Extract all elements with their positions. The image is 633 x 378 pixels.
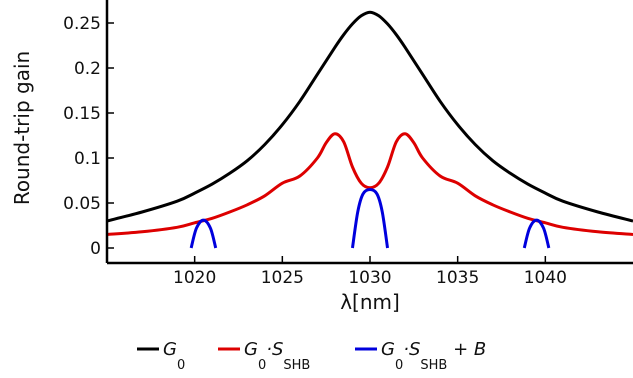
x-tick-label: 1040 xyxy=(524,268,567,288)
y-tick-label: 0.2 xyxy=(74,59,101,79)
series-line-1 xyxy=(107,10,633,223)
legend-label-2: G0·SSHB xyxy=(244,339,310,373)
x-tick-label: 1025 xyxy=(261,268,304,288)
x-tick-label: 1030 xyxy=(348,268,391,288)
series-line-2 xyxy=(107,132,633,236)
ticks: 1020 1025 1030 1035 1040 0 0.05 0.1 0.15 0.2 0.25 xyxy=(63,14,567,288)
y-tick-label: 0.15 xyxy=(63,104,101,124)
y-tick-label: 0.25 xyxy=(63,14,101,34)
series-line-3-segment-1 xyxy=(189,218,218,249)
y-tick-label: 0.1 xyxy=(74,149,101,169)
x-axis-label: λ[nm] xyxy=(340,290,400,314)
y-axis-label: Round-trip gain xyxy=(10,51,34,205)
y-tick-label: 0 xyxy=(90,239,101,259)
legend: G0 G0·SSHB G0·SSHB + B xyxy=(137,339,486,373)
x-tick-label: 1035 xyxy=(436,268,479,288)
legend-label-1: G0 xyxy=(163,339,185,373)
legend-label-3: G0·SSHB + B xyxy=(381,339,486,373)
series-line-3-segment-2 xyxy=(350,188,390,249)
x-tick-label: 1020 xyxy=(173,268,216,288)
axes xyxy=(105,0,633,265)
y-tick-label: 0.05 xyxy=(63,194,101,214)
series-line-3-segment-3 xyxy=(522,218,551,249)
plot-lines xyxy=(107,10,633,249)
